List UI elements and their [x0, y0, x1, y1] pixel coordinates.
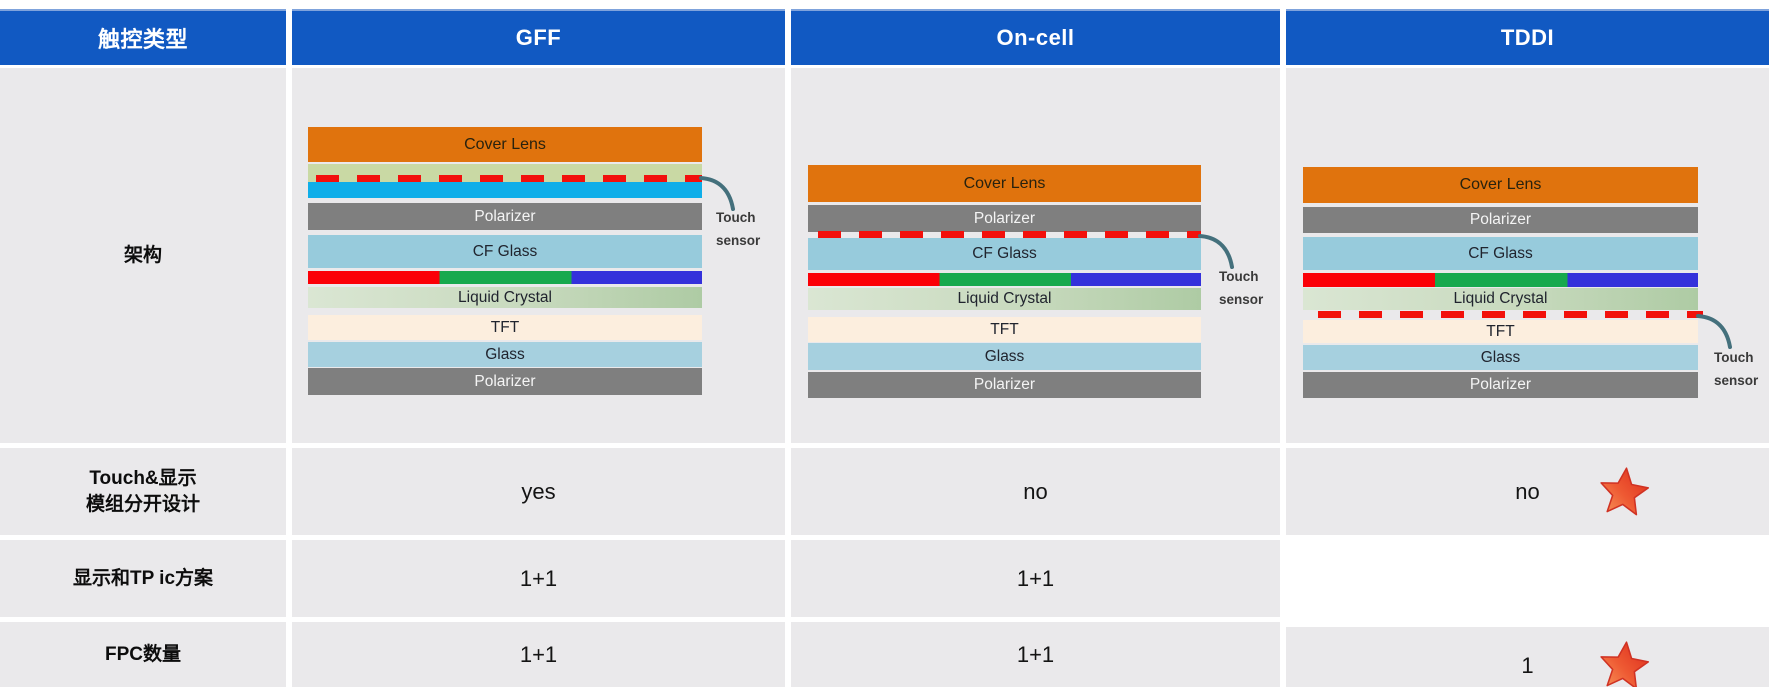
oncell-polarizer-top-layer: Polarizer	[808, 205, 1201, 232]
gff-touch-sensor-label-line1: Touch	[716, 210, 756, 225]
separate-design-tddi-value-cell: no	[1286, 448, 1769, 535]
separate-design-label-line1: Touch&显示	[89, 467, 197, 489]
fpc-count-gff-value: 1+1	[292, 622, 785, 687]
gff-touch-sensor-label: Touch sensor	[716, 206, 760, 252]
ic-solution-label: 显示和TP ic方案	[72, 567, 214, 589]
gff-touch-sensor-label-line2: sensor	[716, 233, 761, 248]
gff-polarizer-top-layer: Polarizer	[308, 203, 702, 230]
oncell-polarizer-bottom-layer: Polarizer	[808, 372, 1201, 398]
oncell-cf-glass-layer: CF Glass	[808, 238, 1201, 270]
oncell-glass-layer: Glass	[808, 343, 1201, 370]
header-oncell: On-cell	[791, 9, 1280, 65]
tddi-cover-lens-layer: Cover Lens	[1303, 167, 1698, 203]
fpc-count-oncell-value: 1+1	[791, 622, 1280, 687]
oncell-tft-layer: TFT	[808, 317, 1201, 342]
header-tddi: TDDI	[1286, 9, 1769, 65]
star-icon	[1597, 464, 1651, 516]
gff-cf-glass-layer: CF Glass	[308, 235, 702, 268]
row-label-fpc-count: FPC数量	[0, 622, 286, 687]
gff-tft-layer: TFT	[308, 315, 702, 340]
row-label-architecture: 架构	[0, 68, 286, 443]
tddi-touch-sensor-dashed-line	[1318, 311, 1703, 318]
ic-solution-tddi-value: 1	[1521, 652, 1534, 678]
tddi-liquid-crystal-layer: Liquid Crystal	[1303, 288, 1698, 310]
architecture-label: 架构	[123, 244, 162, 266]
oncell-touch-sensor-label-line1: Touch	[1219, 269, 1259, 284]
oncell-touch-sensor-label: Touch sensor	[1219, 265, 1263, 311]
tddi-polarizer-bottom-layer: Polarizer	[1303, 372, 1698, 398]
separate-design-gff-value: yes	[292, 448, 785, 535]
tddi-touch-sensor-label-line1: Touch	[1714, 350, 1754, 365]
tddi-touch-sensor-label: Touch sensor	[1714, 346, 1758, 392]
separate-design-oncell-value: no	[791, 448, 1280, 535]
ic-solution-oncell-value: 1+1	[791, 540, 1280, 617]
gff-touch-sensor-dashed-line	[316, 175, 702, 182]
oncell-cover-lens-layer: Cover Lens	[808, 165, 1201, 202]
gff-ito-film-layer	[308, 182, 702, 198]
tddi-glass-layer: Glass	[1303, 345, 1698, 370]
row-label-ic-solution: 显示和TP ic方案	[0, 540, 286, 617]
gff-polarizer-bottom-layer: Polarizer	[308, 368, 702, 395]
gff-color-filter-rgb-strip	[308, 271, 702, 284]
tddi-touch-sensor-label-line2: sensor	[1714, 373, 1759, 388]
oncell-touch-sensor-dashed-line	[818, 231, 1201, 238]
header-touch-type: 触控类型	[0, 9, 286, 65]
ic-solution-tddi-value-cell: 1	[1286, 627, 1769, 687]
tddi-color-filter-rgb-strip	[1303, 273, 1698, 287]
separate-design-label-line2: 模组分开设计	[85, 493, 200, 515]
gff-cover-lens-layer: Cover Lens	[308, 127, 702, 162]
oncell-touch-sensor-label-line2: sensor	[1219, 292, 1264, 307]
gff-glass-layer: Glass	[308, 342, 702, 367]
gff-liquid-crystal-layer: Liquid Crystal	[308, 287, 702, 308]
separate-design-tddi-value: no	[1515, 478, 1540, 504]
tddi-tft-layer: TFT	[1303, 320, 1698, 343]
star-icon	[1597, 638, 1651, 687]
oncell-liquid-crystal-layer: Liquid Crystal	[808, 288, 1201, 310]
header-gff: GFF	[292, 9, 785, 65]
tddi-cf-glass-layer: CF Glass	[1303, 237, 1698, 270]
oncell-color-filter-rgb-strip	[808, 273, 1201, 286]
tddi-polarizer-top-layer: Polarizer	[1303, 207, 1698, 233]
ic-solution-gff-value: 1+1	[292, 540, 785, 617]
row-label-separate-design: Touch&显示 模组分开设计	[0, 448, 286, 535]
fpc-count-label: FPC数量	[104, 643, 181, 665]
